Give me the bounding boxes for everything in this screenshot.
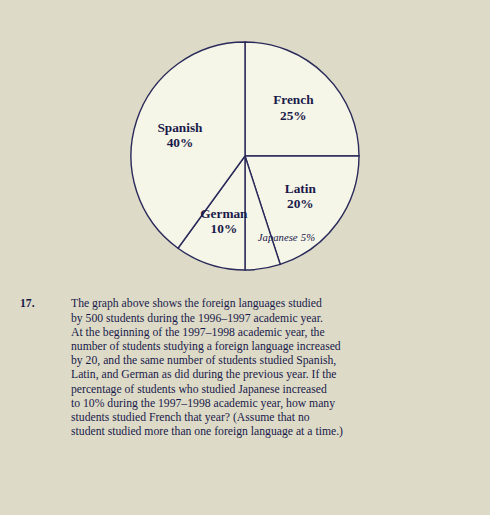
question-line: student studied more than one foreign la…	[71, 425, 343, 438]
data-label: Spanish40%	[157, 120, 203, 150]
annotations: 17. The graph above shows the foreign lan…	[20, 297, 343, 438]
question-line: The graph above shows the foreign langua…	[71, 297, 322, 310]
data-label: German10%	[200, 206, 248, 236]
question-line: Latin, and German as did during the prev…	[71, 368, 337, 381]
background	[0, 0, 490, 515]
question-text: The graph above shows the foreign langua…	[71, 297, 343, 438]
question-line: to 10% during the 1997–1998 academic yea…	[71, 397, 335, 410]
slice-value: 5%	[301, 231, 315, 243]
slice-name: Latin	[285, 181, 317, 196]
question-line: At the beginning of the 1997–1998 academ…	[71, 326, 325, 339]
data-label: French25%	[273, 92, 314, 122]
pie-slice	[245, 42, 359, 156]
question-line: by 20, and the same number of students s…	[71, 354, 336, 367]
question-line: percentage of students who studied Japan…	[71, 383, 327, 396]
data-label: Japanese5%	[258, 231, 315, 243]
pie-slice	[245, 156, 280, 270]
slice-name: French	[273, 92, 314, 107]
data-labels: French25% Latin20% Japanese5% German10% Span…	[157, 92, 316, 243]
pie	[131, 42, 359, 270]
question-line: students studied French that year? (Assu…	[71, 411, 310, 424]
chart: French25% Latin20% Japanese5% German10% Span…	[0, 0, 490, 515]
question-line: by 500 students during the 1996–1997 aca…	[71, 312, 323, 325]
question-number: 17.	[20, 297, 35, 310]
slice-name: Japanese	[258, 231, 298, 243]
slice-value: 40%	[167, 135, 194, 150]
slice-value: 10%	[211, 221, 238, 236]
question-line: number of students studying a foreign la…	[71, 340, 341, 353]
slice-name: Spanish	[157, 120, 203, 135]
slice-name: German	[200, 206, 248, 221]
slice-value: 20%	[287, 196, 314, 211]
data-label: Latin20%	[285, 181, 317, 211]
slice-value: 25%	[280, 108, 307, 123]
